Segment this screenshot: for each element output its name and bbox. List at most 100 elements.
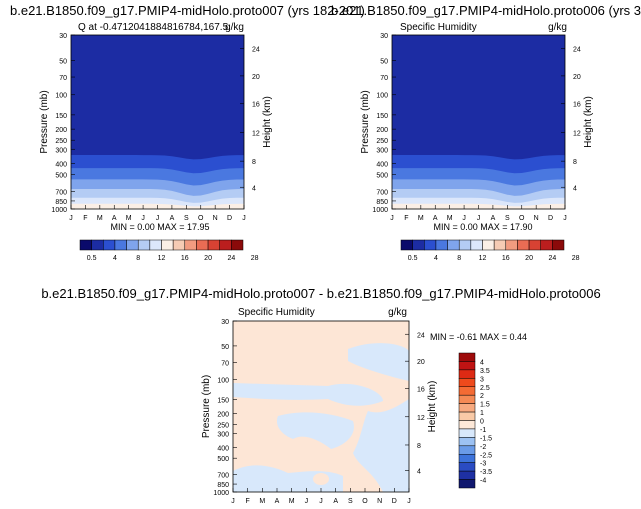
pressure-tick-label: 100	[217, 378, 229, 385]
pressure-tick-label: 100	[55, 93, 67, 100]
height-tick-label: 12	[417, 415, 425, 422]
month-tick-label: A	[170, 215, 175, 222]
colorbar-label: -3.5	[480, 469, 492, 476]
month-tick-label: J	[462, 215, 466, 222]
colorbar-label: 16	[181, 255, 189, 262]
pressure-axis-title: Pressure (mb)	[201, 375, 212, 438]
pressure-tick-label: 300	[376, 147, 388, 154]
panel1-stats: MIN = 0.00 MAX = 17.95	[110, 222, 209, 232]
pressure-tick-label: 50	[221, 344, 229, 351]
colorbar-swatch	[458, 411, 476, 421]
panel2-stats: MIN = 0.00 MAX = 17.90	[433, 222, 532, 232]
month-tick-label: M	[418, 215, 424, 222]
colorbar-swatch	[79, 239, 92, 251]
height-tick-label: 20	[252, 74, 260, 81]
pressure-tick-label: 200	[55, 127, 67, 134]
height-tick-label: 16	[252, 102, 260, 109]
plot-frame	[70, 34, 245, 210]
height-tick-label: 12	[573, 130, 581, 137]
month-tick-label: J	[305, 498, 309, 505]
month-tick-label: S	[505, 215, 510, 222]
month-tick-label: O	[362, 498, 368, 505]
colorbar-label: 1	[480, 410, 484, 417]
colorbar-swatch	[161, 239, 174, 251]
pressure-tick-label: 70	[380, 75, 388, 82]
colorbar-swatch	[424, 239, 437, 251]
pressure-tick-label: 50	[380, 58, 388, 65]
pressure-tick-label: 1000	[372, 207, 388, 214]
colorbar-swatch	[219, 239, 232, 251]
month-tick-label: M	[97, 215, 103, 222]
colorbar-label: 8	[457, 255, 461, 262]
height-tick-label: 24	[417, 332, 425, 339]
plot-frame	[391, 34, 566, 210]
month-tick-label: O	[198, 215, 204, 222]
colorbar-swatch	[400, 239, 413, 251]
month-tick-label: J	[477, 215, 481, 222]
month-tick-label: J	[69, 215, 73, 222]
colorbar-swatch	[458, 462, 476, 472]
height-tick-label: 16	[573, 102, 581, 109]
month-tick-label: M	[447, 215, 453, 222]
colorbar-swatch	[540, 239, 553, 251]
colorbar-label: 3.5	[480, 368, 490, 375]
month-tick-label: D	[392, 498, 397, 505]
panel3-colorbar: 4 3.53 2.52 1.51 0-1-1.5 -2-2.5 -3-3.5 -4	[458, 352, 492, 489]
colorbar-swatch	[412, 239, 425, 251]
month-tick-label: A	[491, 215, 496, 222]
panel1-colorbar: 0.5 4 8 12 16 20 24 28	[79, 239, 259, 262]
colorbar-label: 8	[136, 255, 140, 262]
height-tick-label: 8	[573, 159, 577, 166]
colorbar-swatch	[528, 239, 541, 251]
month-tick-label: S	[184, 215, 189, 222]
month-tick-label: F	[246, 498, 250, 505]
colorbar-swatch	[458, 378, 476, 387]
colorbar-swatch	[458, 445, 476, 455]
height-tick-label: 8	[417, 443, 421, 450]
pressure-tick-label: 30	[221, 319, 229, 326]
pressure-tick-label: 700	[55, 189, 67, 196]
pressure-tick-label: 850	[55, 199, 67, 206]
pressure-tick-label: 150	[55, 113, 67, 120]
month-tick-label: J	[141, 215, 145, 222]
panel-proto007: b.e21.B1850.f09_g17.PMIP4-midHolo.proto0…	[10, 3, 365, 262]
colorbar-label: 28	[251, 255, 259, 262]
height-tick-label: 4	[252, 185, 256, 192]
pressure-tick-label: 150	[376, 113, 388, 120]
panel-difference: b.e21.B1850.f09_g17.PMIP4-midHolo.proto0…	[41, 286, 600, 505]
colorbar-label: 2	[480, 393, 484, 400]
difference-negative-region	[353, 399, 409, 492]
month-tick-label: D	[548, 215, 553, 222]
colorbar-label: 4	[113, 255, 117, 262]
colorbar-label: 12	[158, 255, 166, 262]
height-tick-label: 4	[573, 185, 577, 192]
colorbar-label: 12	[479, 255, 487, 262]
month-tick-label: M	[289, 498, 295, 505]
colorbar-label: 20	[204, 255, 212, 262]
pressure-tick-label: 500	[376, 173, 388, 180]
height-tick-label: 4	[417, 469, 421, 476]
pressure-tick-label: 400	[55, 162, 67, 169]
colorbar-swatch	[470, 239, 483, 251]
colorbar-label: -2	[480, 444, 486, 451]
colorbar-label: 4	[434, 255, 438, 262]
difference-positive-region	[261, 432, 275, 442]
month-tick-label: M	[259, 498, 265, 505]
month-tick-label: F	[404, 215, 408, 222]
colorbar-swatch	[458, 403, 476, 413]
colorbar-label: -2.5	[480, 452, 492, 459]
month-tick-label: J	[390, 215, 394, 222]
colorbar-label: -1	[480, 427, 486, 434]
pressure-tick-label: 500	[217, 456, 229, 463]
month-tick-label: A	[333, 498, 338, 505]
colorbar-label: 0	[480, 419, 484, 426]
colorbar-label: -3	[480, 461, 486, 468]
difference-negative-region	[233, 383, 383, 406]
pressure-tick-label: 1000	[51, 207, 67, 214]
difference-negative-region	[276, 412, 354, 449]
colorbar-label: -1.5	[480, 435, 492, 442]
month-tick-label: J	[156, 215, 160, 222]
colorbar-swatch	[91, 239, 104, 251]
